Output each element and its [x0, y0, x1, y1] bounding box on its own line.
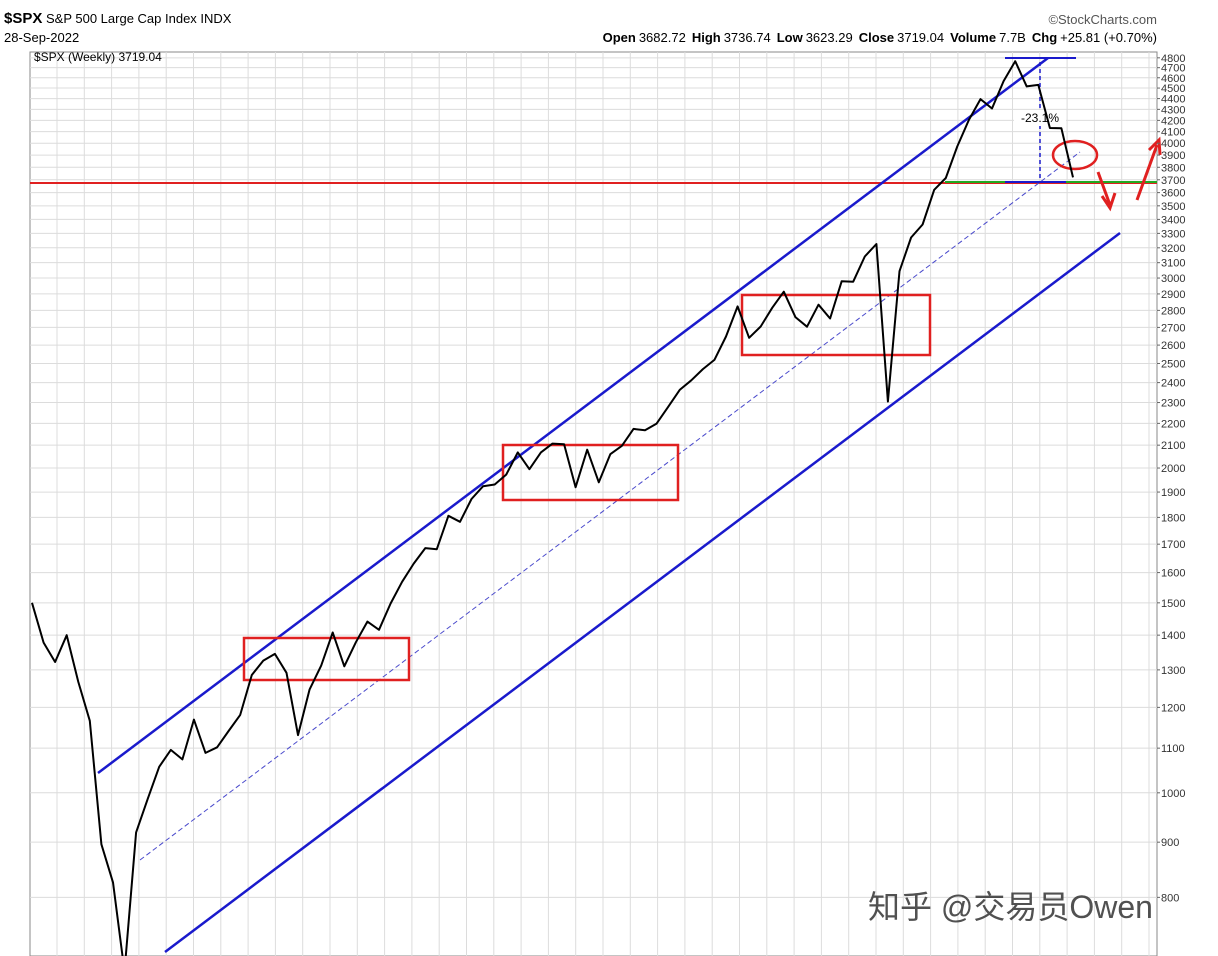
- y-tick-label: 1000: [1161, 788, 1185, 800]
- y-tick-label: 1800: [1161, 512, 1185, 524]
- channel-lower: [164, 232, 1121, 953]
- y-tick-label: 3700: [1161, 175, 1185, 187]
- y-tick-label: 3600: [1161, 188, 1185, 200]
- y-tick-label: 4600: [1161, 73, 1185, 85]
- y-tick-label: 2200: [1161, 418, 1185, 430]
- y-tick-label: 3200: [1161, 243, 1185, 255]
- y-tick-label: 2300: [1161, 398, 1185, 410]
- plot-area: [29, 51, 1158, 956]
- y-tick-label: 2800: [1161, 305, 1185, 317]
- quote-value: 7.7B: [999, 30, 1026, 45]
- y-tick-label: 1300: [1161, 665, 1185, 677]
- quote-bar: Open 3682.72 High 3736.74 Low 3623.29 Close 371…: [597, 30, 1157, 45]
- y-tick-label: 3900: [1161, 150, 1185, 162]
- y-tick-label: 3400: [1161, 214, 1185, 226]
- y-tick-label: 4800: [1161, 53, 1185, 65]
- y-tick-label: 2900: [1161, 289, 1185, 301]
- quote-label: Close: [858, 30, 895, 45]
- quote-value: 3719.04: [897, 30, 945, 45]
- quote-label: Volume: [950, 30, 997, 45]
- highlight-circle: [1051, 139, 1099, 171]
- y-tick-label: 4000: [1161, 138, 1185, 150]
- symbol: $SPX: [4, 10, 43, 27]
- label-bg: [1014, 110, 1066, 126]
- quote-value: 3623.29: [805, 30, 853, 45]
- y-tick-label: 3100: [1161, 258, 1185, 270]
- y-tick-label: 4400: [1161, 94, 1185, 106]
- y-tick-label: 1700: [1161, 539, 1185, 551]
- source: ©StockCharts.com: [1048, 12, 1157, 27]
- y-tick-label: 2700: [1161, 322, 1185, 334]
- y-tick-label: 4200: [1161, 115, 1185, 127]
- y-tick-label: 1900: [1161, 487, 1185, 499]
- y-tick-label: 1100: [1161, 743, 1185, 755]
- y-tick-label: 4700: [1161, 63, 1185, 75]
- y-tick-label: 2600: [1161, 340, 1185, 352]
- y-tick-label: 2000: [1161, 463, 1185, 475]
- date: 28-Sep-2022: [4, 30, 80, 45]
- quote-label: Chg: [1031, 30, 1058, 45]
- price-line: [31, 60, 1074, 956]
- y-tick-label: 4300: [1161, 104, 1185, 116]
- quote-label: Open: [602, 30, 636, 45]
- y-tick-label: 1400: [1161, 630, 1185, 642]
- y-tick-label: 4100: [1161, 127, 1185, 139]
- watermark: 知乎 @交易员Owen: [868, 889, 1153, 925]
- y-tick-label: 1600: [1161, 568, 1185, 580]
- y-tick-label: 2400: [1161, 378, 1185, 390]
- legend-entry: $SPX (Weekly) 3719.04: [34, 50, 162, 64]
- quote-label: Low: [776, 30, 803, 45]
- range-box: [501, 443, 680, 502]
- quote-value: 3736.74: [723, 30, 771, 45]
- channel-mid: [139, 151, 1081, 861]
- y-tick-label: 4500: [1161, 83, 1185, 95]
- index-name: S&P 500 Large Cap Index INDX: [45, 11, 232, 26]
- quote-label: High: [691, 30, 721, 45]
- channel-upper: [97, 57, 1049, 774]
- y-tick-label: 3800: [1161, 162, 1185, 174]
- arrow-up: [1135, 136, 1162, 201]
- y-tick-label: 1500: [1161, 598, 1185, 610]
- y-tick-label: 800: [1161, 892, 1179, 904]
- y-tick-label: 3300: [1161, 228, 1185, 240]
- y-tick-label: 2500: [1161, 358, 1185, 370]
- drop-label: -23.1%: [1021, 111, 1059, 125]
- y-tick-label: 3500: [1161, 201, 1185, 213]
- y-tick-label: 900: [1161, 837, 1179, 849]
- range-box: [242, 636, 411, 682]
- quote-value: 3682.72: [638, 30, 686, 45]
- header-title: $SPX S&P 500 Large Cap Index INDX: [4, 10, 231, 27]
- y-tick-label: 2100: [1161, 440, 1185, 452]
- arrow-down: [1096, 171, 1117, 212]
- quote-value: +25.81 (+0.70%): [1060, 30, 1157, 45]
- annotations: -23.1%: [30, 57, 1162, 953]
- range-box: [740, 293, 932, 357]
- y-tick-label: 1200: [1161, 702, 1185, 714]
- y-tick-label: 3000: [1161, 273, 1185, 285]
